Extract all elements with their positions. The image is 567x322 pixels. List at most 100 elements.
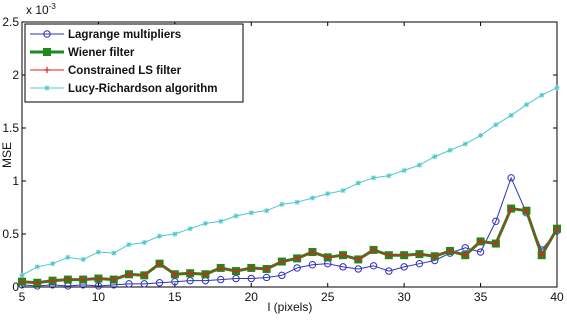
data-point-constrained-ls-filter bbox=[477, 238, 484, 245]
data-point-constrained-ls-filter bbox=[141, 272, 148, 279]
data-point-lucy-richardson-algorithm bbox=[202, 220, 208, 226]
data-point-lucy-richardson-algorithm bbox=[508, 112, 514, 118]
y-tick-label: 2.5 bbox=[2, 15, 19, 29]
data-point-lucy-richardson-algorithm bbox=[432, 154, 438, 160]
data-point-lucy-richardson-algorithm bbox=[279, 201, 285, 207]
data-point-lagrange-multipliers bbox=[125, 280, 133, 288]
data-point-constrained-ls-filter bbox=[187, 270, 194, 277]
data-point-lagrange-multipliers bbox=[171, 278, 179, 286]
data-point-lucy-richardson-algorithm bbox=[447, 147, 453, 153]
data-point-constrained-ls-filter bbox=[385, 252, 392, 259]
x-tick-label: 15 bbox=[168, 290, 182, 304]
x-tick-label: 35 bbox=[474, 290, 488, 304]
data-point-constrained-ls-filter bbox=[401, 252, 408, 259]
y-axis-ticks: 0 0.5 1 1.5 2 2.5 bbox=[2, 15, 557, 294]
data-point-lucy-richardson-algorithm bbox=[294, 199, 300, 205]
data-point-constrained-ls-filter bbox=[217, 264, 224, 271]
data-point-constrained-ls-filter bbox=[431, 253, 438, 260]
data-point-lagrange-multipliers bbox=[507, 174, 515, 182]
x-tick-label: 30 bbox=[397, 290, 411, 304]
data-point-constrained-ls-filter bbox=[370, 246, 377, 253]
data-point-lucy-richardson-algorithm bbox=[95, 249, 101, 255]
data-point-constrained-ls-filter bbox=[248, 264, 255, 271]
data-point-constrained-ls-filter bbox=[110, 276, 117, 283]
data-point-constrained-ls-filter bbox=[126, 271, 132, 278]
data-point-constrained-ls-filter bbox=[64, 276, 71, 283]
data-point-lagrange-multipliers bbox=[94, 282, 103, 290]
legend-entry-constrained-ls-filter: Constrained LS filter bbox=[30, 65, 182, 77]
series-line-lagrange-multipliers bbox=[21, 177, 558, 287]
data-point-lucy-richardson-algorithm bbox=[172, 231, 178, 237]
data-point-lucy-richardson-algorithm bbox=[187, 226, 193, 232]
legend-entry-lucy-richardson-algorithm: Lucy-Richardson algorithm bbox=[30, 83, 218, 95]
data-point-lagrange-multipliers bbox=[140, 280, 148, 288]
data-point-lucy-richardson-algorithm bbox=[462, 141, 468, 147]
data-point-lucy-richardson-algorithm bbox=[554, 85, 560, 91]
data-point-constrained-ls-filter bbox=[538, 252, 545, 259]
data-point-lagrange-multipliers bbox=[308, 261, 317, 269]
data-point-lucy-richardson-algorithm bbox=[80, 256, 86, 262]
data-point-lucy-richardson-algorithm bbox=[65, 254, 71, 260]
y-tick-label: 0 bbox=[12, 280, 19, 294]
data-point-lucy-richardson-algorithm bbox=[19, 272, 25, 278]
data-point-lucy-richardson-algorithm bbox=[309, 195, 315, 201]
data-point-lucy-richardson-algorithm bbox=[34, 264, 40, 270]
data-point-lucy-richardson-algorithm bbox=[371, 175, 377, 181]
data-point-lagrange-multipliers bbox=[339, 263, 347, 271]
legend-swatch-marker bbox=[44, 67, 50, 73]
series-constrained-ls-filter bbox=[19, 205, 560, 286]
data-point-lucy-richardson-algorithm bbox=[416, 162, 422, 168]
data-point-constrained-ls-filter bbox=[34, 279, 41, 286]
y-tick-label: 2 bbox=[12, 68, 19, 82]
data-point-constrained-ls-filter bbox=[355, 256, 362, 263]
data-point-lucy-richardson-algorithm bbox=[126, 242, 132, 248]
data-point-lucy-richardson-algorithm bbox=[111, 250, 117, 256]
data-point-lucy-richardson-algorithm bbox=[218, 218, 224, 224]
data-point-lagrange-multipliers bbox=[476, 248, 485, 256]
data-point-lagrange-multipliers bbox=[155, 279, 164, 287]
data-point-lagrange-multipliers bbox=[186, 276, 194, 285]
data-point-constrained-ls-filter bbox=[95, 275, 102, 282]
data-point-constrained-ls-filter bbox=[340, 252, 346, 259]
data-point-constrained-ls-filter bbox=[447, 247, 453, 254]
data-point-constrained-ls-filter bbox=[19, 278, 25, 285]
legend-box bbox=[24, 23, 244, 103]
series-line-lucy-richardson-algorithm bbox=[21, 87, 558, 276]
data-point-lucy-richardson-algorithm bbox=[50, 261, 56, 267]
data-point-lagrange-multipliers bbox=[262, 273, 271, 282]
data-point-lucy-richardson-algorithm bbox=[401, 167, 407, 173]
legend-swatch-marker bbox=[43, 30, 51, 38]
data-point-constrained-ls-filter bbox=[233, 268, 239, 275]
y-tick-label: 1 bbox=[12, 174, 19, 188]
data-point-lagrange-multipliers bbox=[247, 274, 255, 283]
data-point-lagrange-multipliers bbox=[369, 262, 378, 270]
data-point-lagrange-multipliers bbox=[293, 264, 301, 272]
data-point-lucy-richardson-algorithm bbox=[539, 92, 545, 98]
data-point-constrained-ls-filter bbox=[171, 271, 178, 278]
data-point-constrained-ls-filter bbox=[508, 205, 515, 212]
data-point-constrained-ls-filter bbox=[309, 249, 316, 256]
y-tick-label: 1.5 bbox=[2, 121, 19, 135]
data-point-constrained-ls-filter bbox=[80, 276, 87, 283]
data-point-constrained-ls-filter bbox=[554, 225, 560, 232]
data-point-lucy-richardson-algorithm bbox=[386, 173, 392, 179]
x-tick-label: 10 bbox=[92, 290, 106, 304]
data-point-lucy-richardson-algorithm bbox=[157, 233, 163, 239]
x-tick-label: 5 bbox=[19, 290, 26, 304]
data-point-constrained-ls-filter bbox=[278, 258, 285, 265]
data-point-lagrange-multipliers bbox=[278, 271, 286, 280]
data-point-lagrange-multipliers bbox=[461, 244, 469, 252]
legend-label: Lagrange multipliers bbox=[68, 29, 181, 41]
data-point-lagrange-multipliers bbox=[492, 217, 500, 225]
data-point-lagrange-multipliers bbox=[400, 263, 408, 271]
data-point-lagrange-multipliers bbox=[217, 275, 225, 284]
data-point-lucy-richardson-algorithm bbox=[141, 239, 147, 245]
data-point-constrained-ls-filter bbox=[49, 277, 56, 284]
y-exponent-label: x 10-3 bbox=[26, 2, 56, 17]
data-point-lucy-richardson-algorithm bbox=[478, 132, 484, 138]
data-point-lagrange-multipliers bbox=[385, 267, 393, 275]
legend-label: Wiener filter bbox=[68, 47, 135, 59]
data-point-lagrange-multipliers bbox=[354, 265, 362, 273]
data-point-lucy-richardson-algorithm bbox=[248, 210, 254, 216]
